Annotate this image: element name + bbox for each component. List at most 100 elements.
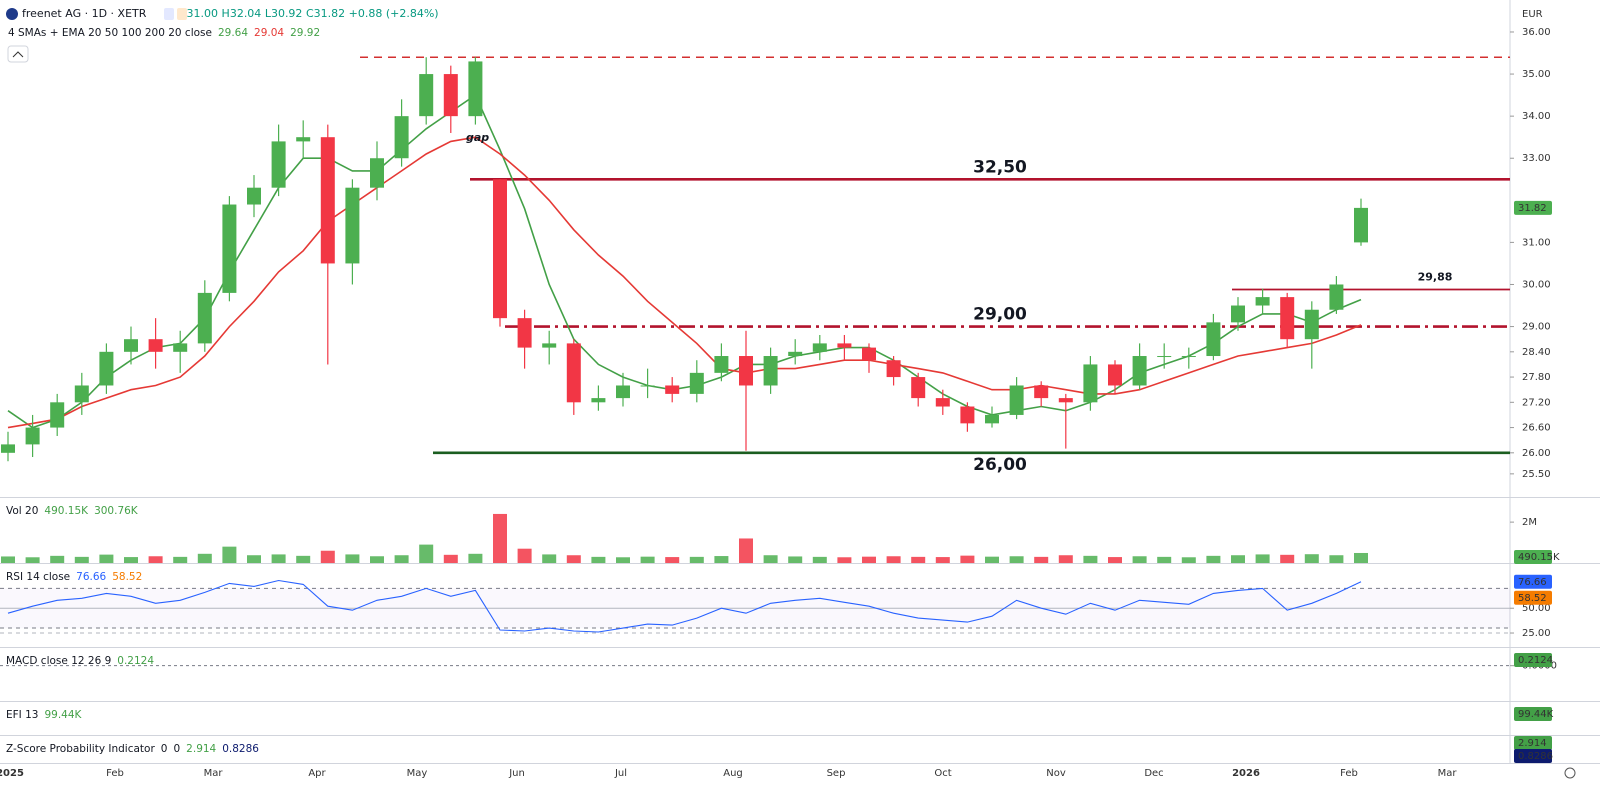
x-tick-label: Mar — [1438, 768, 1458, 779]
candle-body — [935, 398, 950, 407]
value-box-label: 58.52 — [1518, 593, 1547, 604]
volume-bar — [911, 556, 926, 563]
volume-bar — [148, 556, 163, 563]
candle-body — [837, 343, 852, 348]
volume-bar — [345, 554, 360, 563]
pane-title: EFI 13 — [6, 709, 38, 721]
close: C31.82 — [306, 7, 345, 20]
volume-bar — [886, 556, 901, 563]
flag-icon — [177, 8, 187, 20]
candle-body — [345, 187, 360, 264]
pane-title: Vol 20 — [6, 505, 38, 517]
logo — [6, 8, 18, 20]
settings-icon[interactable] — [1564, 767, 1576, 779]
candle-body — [517, 318, 532, 348]
volume-bar — [985, 556, 999, 563]
candle-body — [99, 351, 114, 386]
volume-bar — [665, 557, 680, 563]
candle-body — [886, 360, 901, 378]
level-label: 29,00 — [973, 305, 1027, 325]
candle-body — [173, 343, 188, 352]
volume-bar — [1231, 555, 1245, 563]
ma-title: 4 SMAs + EMA 20 50 100 200 20 close — [8, 27, 212, 39]
x-tick-label: Jul — [614, 768, 627, 779]
candle-body — [50, 402, 65, 428]
candle-body — [1083, 364, 1098, 403]
high: H32.04 — [222, 7, 262, 20]
volume-bar — [812, 556, 827, 563]
y-tick-label: 25.50 — [1522, 469, 1551, 480]
y-tick-label: 33.00 — [1522, 153, 1551, 164]
legend-value: 99.44K — [44, 709, 82, 721]
candle-body — [271, 141, 286, 188]
volume-bar — [640, 556, 655, 563]
currency: EUR — [1522, 9, 1543, 20]
pane-title: RSI 14 close — [6, 571, 70, 583]
volume-bar — [1132, 556, 1147, 563]
legend-value: 76.66 — [76, 571, 106, 583]
volume-bar — [1304, 554, 1319, 563]
ma-value: 29.92 — [290, 27, 320, 39]
x-tick-label: Oct — [934, 768, 951, 779]
volume-bar — [1206, 555, 1221, 563]
volume-bar — [50, 555, 65, 563]
volume-bar — [591, 556, 606, 563]
volume-bar — [493, 513, 507, 563]
value-box — [1514, 590, 1552, 605]
y-tick-label: 29.00 — [1522, 322, 1551, 333]
pane-legend: MACD close 12 26 9 0.2124 — [6, 655, 154, 667]
volume-bar — [837, 557, 852, 563]
volume-bar — [616, 557, 630, 563]
legend-value: 490.15K — [44, 505, 89, 517]
volume-bar — [468, 553, 483, 563]
value-box — [1514, 749, 1552, 763]
candle-body — [1206, 322, 1221, 357]
x-tick-label: Feb — [1340, 768, 1358, 779]
value-box-label: 0.8286 — [1518, 751, 1553, 762]
candle-body — [148, 339, 163, 352]
pane-borders — [0, 0, 1600, 764]
candle-body — [25, 427, 40, 445]
x-tick-label: Mar — [204, 768, 224, 779]
volume-bar — [1280, 554, 1295, 563]
candle-body — [222, 204, 237, 293]
symbol: freenet AG · 1D · XETR — [22, 7, 147, 20]
candle-body — [1132, 356, 1147, 386]
candle-body — [739, 356, 753, 386]
pane-title: Z-Score Probability Indicator — [6, 743, 155, 755]
y-tick-label: 26.60 — [1522, 423, 1551, 434]
volume-bar — [247, 555, 261, 563]
volume-bar — [960, 555, 975, 563]
candle-body — [394, 116, 409, 159]
pane-legend: Z-Score Probability Indicator 0 0 2.914 0.82… — [6, 743, 259, 755]
volume-bar — [739, 538, 753, 563]
ma-legend: 4 SMAs + EMA 20 50 100 200 20 close 29.64… — [8, 27, 320, 39]
volume-bar — [763, 555, 778, 563]
low: L30.92 — [265, 7, 303, 20]
value-box-label: 31.82 — [1518, 203, 1547, 214]
volume-bar — [1354, 552, 1368, 563]
volume-bar — [271, 554, 286, 563]
y-tick-label: 25.00 — [1522, 628, 1551, 639]
candle-body — [960, 406, 975, 424]
rsi-line — [7, 579, 1362, 633]
candle-body — [74, 385, 89, 403]
candle-body — [911, 377, 926, 399]
candle-body — [788, 351, 803, 357]
value-box-label: 76.66 — [1518, 577, 1547, 588]
volume-bar — [689, 556, 704, 563]
volume-bar — [1009, 556, 1024, 563]
level-label: 26,00 — [973, 455, 1027, 475]
value-box — [1514, 707, 1552, 721]
ma-value: 29.04 — [254, 27, 284, 39]
volume-bar — [1058, 555, 1073, 563]
volume-bar — [222, 546, 237, 563]
volume-bar — [443, 554, 458, 563]
value-box — [1514, 653, 1552, 667]
legend-value: 0 — [161, 743, 168, 755]
candle-body — [591, 398, 606, 403]
candle-body — [1304, 309, 1319, 340]
collapse-button[interactable] — [7, 45, 29, 63]
pane-legend: Vol 20 490.15K 300.76K — [6, 505, 139, 517]
candle-body — [370, 158, 384, 188]
